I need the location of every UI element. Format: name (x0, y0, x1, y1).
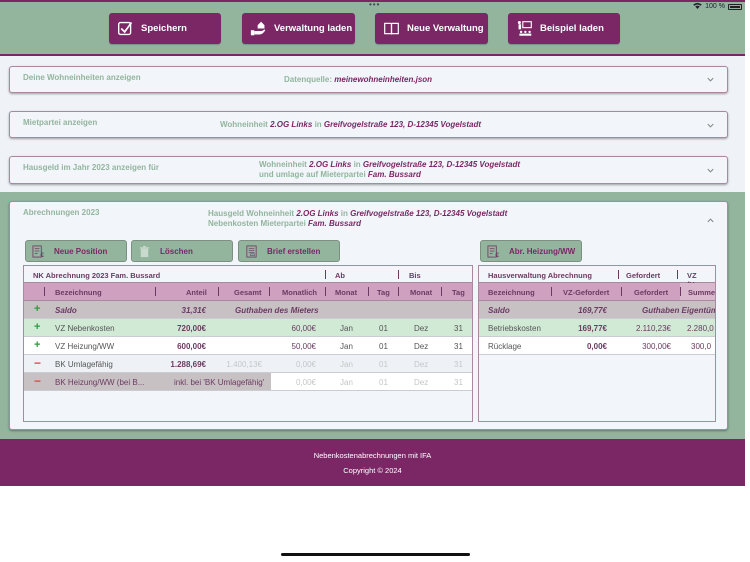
chevron-up-icon[interactable] (706, 212, 715, 230)
group-bis: Bis (409, 271, 421, 280)
hausgeld-panel-title: Hausgeld im Jahr 2023 anzeigen für (23, 163, 160, 172)
footer-title: Nebenkostenabrechnungen mit IFA (313, 451, 432, 460)
datasource-file: meinewohneinheiten.json (334, 75, 433, 84)
new-administration-button[interactable]: Neue Verwaltung (375, 13, 488, 44)
footer: Nebenkostenabrechnungen mit IFA Copyrigh… (0, 439, 745, 486)
units-panel-title: Deine Wohneinheiten anzeigen (23, 73, 141, 82)
load-administration-button[interactable]: Verwaltung laden (242, 13, 355, 44)
svg-text:€: € (495, 252, 499, 258)
home-indicator[interactable] (281, 553, 470, 556)
col-vz-gefordert[interactable]: VZ-Gefordert (563, 288, 610, 297)
chevron-down-icon[interactable] (706, 75, 715, 84)
col-ab-tag[interactable]: Tag (377, 288, 390, 297)
col-summe[interactable]: Summe (688, 288, 716, 297)
chevron-down-icon[interactable] (706, 166, 715, 175)
footer-copyright: Copyright © 2024 (343, 466, 402, 475)
letter-document-icon (246, 245, 257, 257)
load-administration-label: Verwaltung laden (274, 23, 353, 34)
hand-house-icon (250, 21, 266, 36)
units-panel[interactable]: Deine Wohneinheiten anzeigen Datenquelle… (9, 66, 728, 93)
heating-statement-label: Abr. Heizung/WW (509, 246, 576, 256)
presentation-icon (517, 21, 532, 36)
nk-table-caption-row: NK Abrechnung 2023 Fam. Bussard Ab Bis (24, 266, 472, 283)
hv-table-caption-row: Hausverwaltung Abrechnung Gefordert VZ (… (479, 266, 715, 289)
nk-statement-table: NK Abrechnung 2023 Fam. Bussard Ab Bis B… (23, 265, 473, 422)
datasource-info: Datenquelle: meinewohneinheiten.json (284, 75, 433, 84)
new-position-button[interactable]: € Neue Position (25, 240, 127, 262)
table-row[interactable]: Rücklage 0,00€ 300,00€ 300,0 (479, 337, 715, 355)
minus-icon: − (34, 374, 42, 388)
table-row[interactable]: Betriebskosten 169,77€ 2.110,23€ 2.280,0 (479, 319, 715, 337)
group-gefordert: Gefordert (626, 271, 661, 280)
table-row[interactable]: + VZ Nebenkosten 720,00€ 60,00€ Jan 01 D… (24, 319, 472, 337)
document-euro-icon: € (487, 245, 499, 258)
new-position-label: Neue Position (54, 246, 108, 256)
trash-icon (139, 245, 150, 257)
wifi-icon (693, 2, 703, 11)
hv-table-header: Bezeichnung VZ-Gefordert Gefordert Summe (479, 283, 715, 301)
statements-info: Hausgeld Wohneinheit 2.OG Links in Greif… (208, 209, 508, 228)
save-button[interactable]: Speichern (109, 13, 221, 44)
toolbar: Speichern Verwaltung laden Neue Verwaltu… (0, 0, 745, 56)
battery-icon (728, 3, 742, 10)
checkbox-icon (118, 21, 133, 36)
save-label: Speichern (141, 23, 187, 34)
hv-table-caption: Hausverwaltung Abrechnung (488, 271, 592, 280)
tenant-panel[interactable]: Mietpartei anzeigen Wohneinheit 2.OG Lin… (9, 111, 728, 138)
col-bezeichnung[interactable]: Bezeichnung (488, 288, 535, 297)
minus-icon: − (34, 356, 42, 370)
document-euro-icon: € (32, 245, 44, 258)
nk-table-caption: NK Abrechnung 2023 Fam. Bussard (33, 271, 161, 280)
tenant-panel-title: Mietpartei anzeigen (23, 118, 98, 127)
battery-percent: 100 % (705, 3, 725, 10)
col-anteil[interactable]: Anteil (186, 288, 207, 297)
plus-icon: + (34, 303, 41, 315)
multitasking-dots[interactable]: ••• (369, 0, 381, 9)
load-example-button[interactable]: Beispiel laden (508, 13, 620, 44)
group-ab: Ab (335, 271, 345, 280)
col-gefordert[interactable]: Gefordert (634, 288, 669, 297)
tenant-unit-info: Wohneinheit 2.OG Links in Greifvogelstra… (220, 120, 482, 129)
plus-icon: + (34, 339, 41, 351)
col-monatlich[interactable]: Monatlich (282, 288, 317, 297)
table-row[interactable]: − BK Umlagefähig 1.288,69€ 1.400,13€ 0,0… (24, 355, 472, 373)
load-example-label: Beispiel laden (540, 23, 604, 34)
delete-button[interactable]: Löschen (131, 240, 233, 262)
statements-panel: Abrechnungen 2023 Hausgeld Wohneinheit 2… (9, 201, 728, 430)
new-administration-label: Neue Verwaltung (407, 23, 484, 34)
plus-icon: + (34, 321, 41, 333)
hausgeld-panel[interactable]: Hausgeld im Jahr 2023 anzeigen für Wohne… (9, 156, 728, 184)
hausgeld-info: Wohneinheit 2.OG Links in Greifvogelstra… (259, 160, 521, 179)
chevron-down-icon[interactable] (706, 121, 715, 130)
col-ab-monat[interactable]: Monat (335, 288, 358, 297)
svg-text:€: € (40, 252, 44, 258)
content-area: Deine Wohneinheiten anzeigen Datenquelle… (0, 56, 745, 192)
nk-saldo-row[interactable]: + Saldo 31,31€ Guthaben des Mieters (24, 301, 472, 319)
table-row[interactable]: − BK Heizung/WW (bei B... inkl. bei 'BK … (24, 373, 472, 391)
heating-statement-button[interactable]: € Abr. Heizung/WW (480, 240, 582, 262)
statements-panel-title: Abrechnungen 2023 (23, 208, 100, 217)
status-bar: ••• 100 % (0, 0, 750, 12)
hv-statement-table: Hausverwaltung Abrechnung Gefordert VZ (… (478, 265, 716, 422)
col-bis-tag[interactable]: Tag (452, 288, 465, 297)
col-bezeichnung[interactable]: Bezeichnung (55, 288, 102, 297)
col-bis-monat[interactable]: Monat (410, 288, 433, 297)
create-letter-button[interactable]: Brief erstellen (238, 240, 340, 262)
nk-table-header: Bezeichnung Anteil Gesamt Monatlich Mona… (24, 283, 472, 301)
delete-label: Löschen (160, 246, 193, 256)
table-row[interactable]: + VZ Heizung/WW 600,00€ 50,00€ Jan 01 De… (24, 337, 472, 355)
hv-saldo-row[interactable]: Saldo 169,77€ Guthaben Eigentüm (479, 301, 715, 319)
col-gesamt[interactable]: Gesamt (234, 288, 262, 297)
create-letter-label: Brief erstellen (267, 246, 321, 256)
open-book-icon (384, 22, 399, 35)
